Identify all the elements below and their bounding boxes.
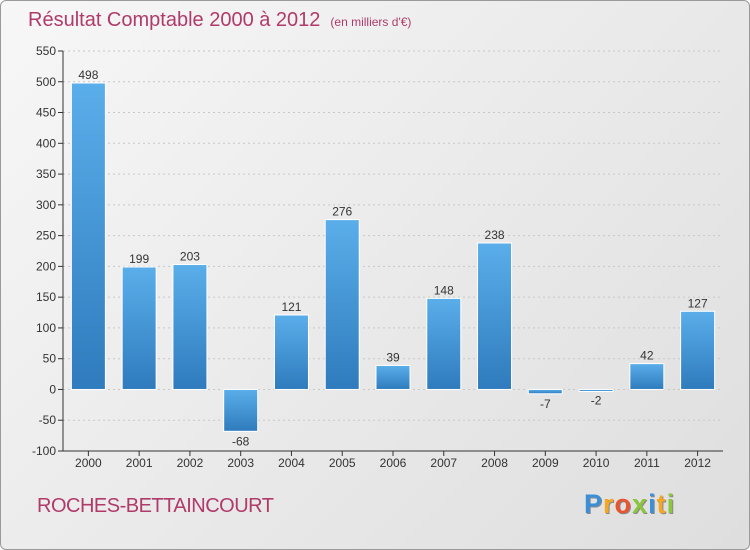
- bars: [70, 82, 716, 432]
- x-tick-label: 2011: [634, 456, 660, 470]
- y-tick-label: -50: [39, 413, 57, 427]
- x-tick-label: 2010: [583, 456, 610, 470]
- bar: [70, 82, 106, 390]
- proxiti-logo[interactable]: Proxiti: [584, 489, 675, 520]
- x-tick-label: 2002: [177, 456, 204, 470]
- logo-letter: i: [648, 489, 657, 519]
- bar-value-label: -7: [540, 397, 551, 411]
- bar-value-label: 498: [78, 68, 98, 82]
- bar-value-label: 127: [688, 296, 708, 310]
- x-tick-label: 2009: [532, 456, 559, 470]
- y-tick-label: -100: [32, 444, 56, 458]
- bar: [527, 388, 563, 395]
- logo-letter: i: [666, 489, 676, 519]
- location-name: ROCHES-BETTAINCOURT: [37, 495, 274, 517]
- y-tick-label: 550: [36, 44, 56, 58]
- bar: [578, 388, 614, 392]
- bar-value-label: 42: [640, 349, 654, 363]
- bar: [172, 264, 208, 390]
- title-text: Résultat Comptable 2000 à 2012: [28, 9, 321, 31]
- y-tick-label: 150: [36, 290, 56, 304]
- bar: [121, 266, 157, 390]
- x-tick-label: 2000: [75, 456, 102, 470]
- y-tick-label: 400: [36, 136, 56, 150]
- unit-subtitle: (en milliers d'€): [330, 15, 412, 29]
- bar-value-label: -2: [591, 394, 602, 408]
- y-tick-label: 450: [36, 106, 56, 120]
- x-tick-label: 2012: [684, 456, 711, 470]
- bar-value-label: 238: [485, 228, 505, 242]
- y-tick-label: 200: [36, 259, 56, 273]
- y-tick-label: 50: [43, 352, 57, 366]
- bar: [273, 314, 309, 390]
- x-tick-label: 2003: [227, 456, 254, 470]
- chart-title: Résultat Comptable 2000 à 2012 (en millie…: [28, 9, 411, 32]
- y-tick-label: 100: [36, 321, 56, 335]
- x-tick-label: 2001: [126, 456, 153, 470]
- bar: [629, 363, 665, 390]
- logo-letter: t: [656, 489, 667, 519]
- bar: [477, 242, 513, 390]
- bar: [324, 219, 360, 390]
- logo-letter: o: [614, 489, 633, 519]
- x-tick-label: 2008: [481, 456, 508, 470]
- bar: [426, 297, 462, 390]
- labels: -100 -50 0 50 100 150 200 250 300 350 400 450 500 550…: [32, 44, 711, 470]
- y-tick-label: 300: [36, 198, 56, 212]
- logo-letter: r: [603, 489, 615, 519]
- axes: [58, 50, 723, 456]
- bar-value-label: 121: [281, 300, 301, 314]
- bar-value-label: 203: [180, 250, 200, 264]
- bar-value-label: 148: [434, 283, 454, 297]
- y-tick-label: 500: [36, 75, 56, 89]
- x-tick-label: 2006: [380, 456, 407, 470]
- logo-letter: x: [632, 489, 649, 519]
- bar: [680, 310, 716, 390]
- logo-letter: P: [584, 489, 604, 519]
- bar: [223, 388, 259, 432]
- bar-value-label: -68: [232, 434, 250, 448]
- x-tick-label: 2005: [329, 456, 356, 470]
- y-tick-label: 250: [36, 229, 56, 243]
- bar-value-label: 39: [386, 350, 400, 364]
- y-tick-label: 0: [49, 382, 56, 396]
- bar: [375, 364, 411, 390]
- x-tick-label: 2007: [430, 456, 457, 470]
- bar-value-label: 276: [332, 205, 352, 219]
- bar-value-label: 199: [129, 252, 149, 266]
- y-tick-label: 350: [36, 167, 56, 181]
- x-tick-label: 2004: [278, 456, 305, 470]
- gridlines: [63, 50, 723, 452]
